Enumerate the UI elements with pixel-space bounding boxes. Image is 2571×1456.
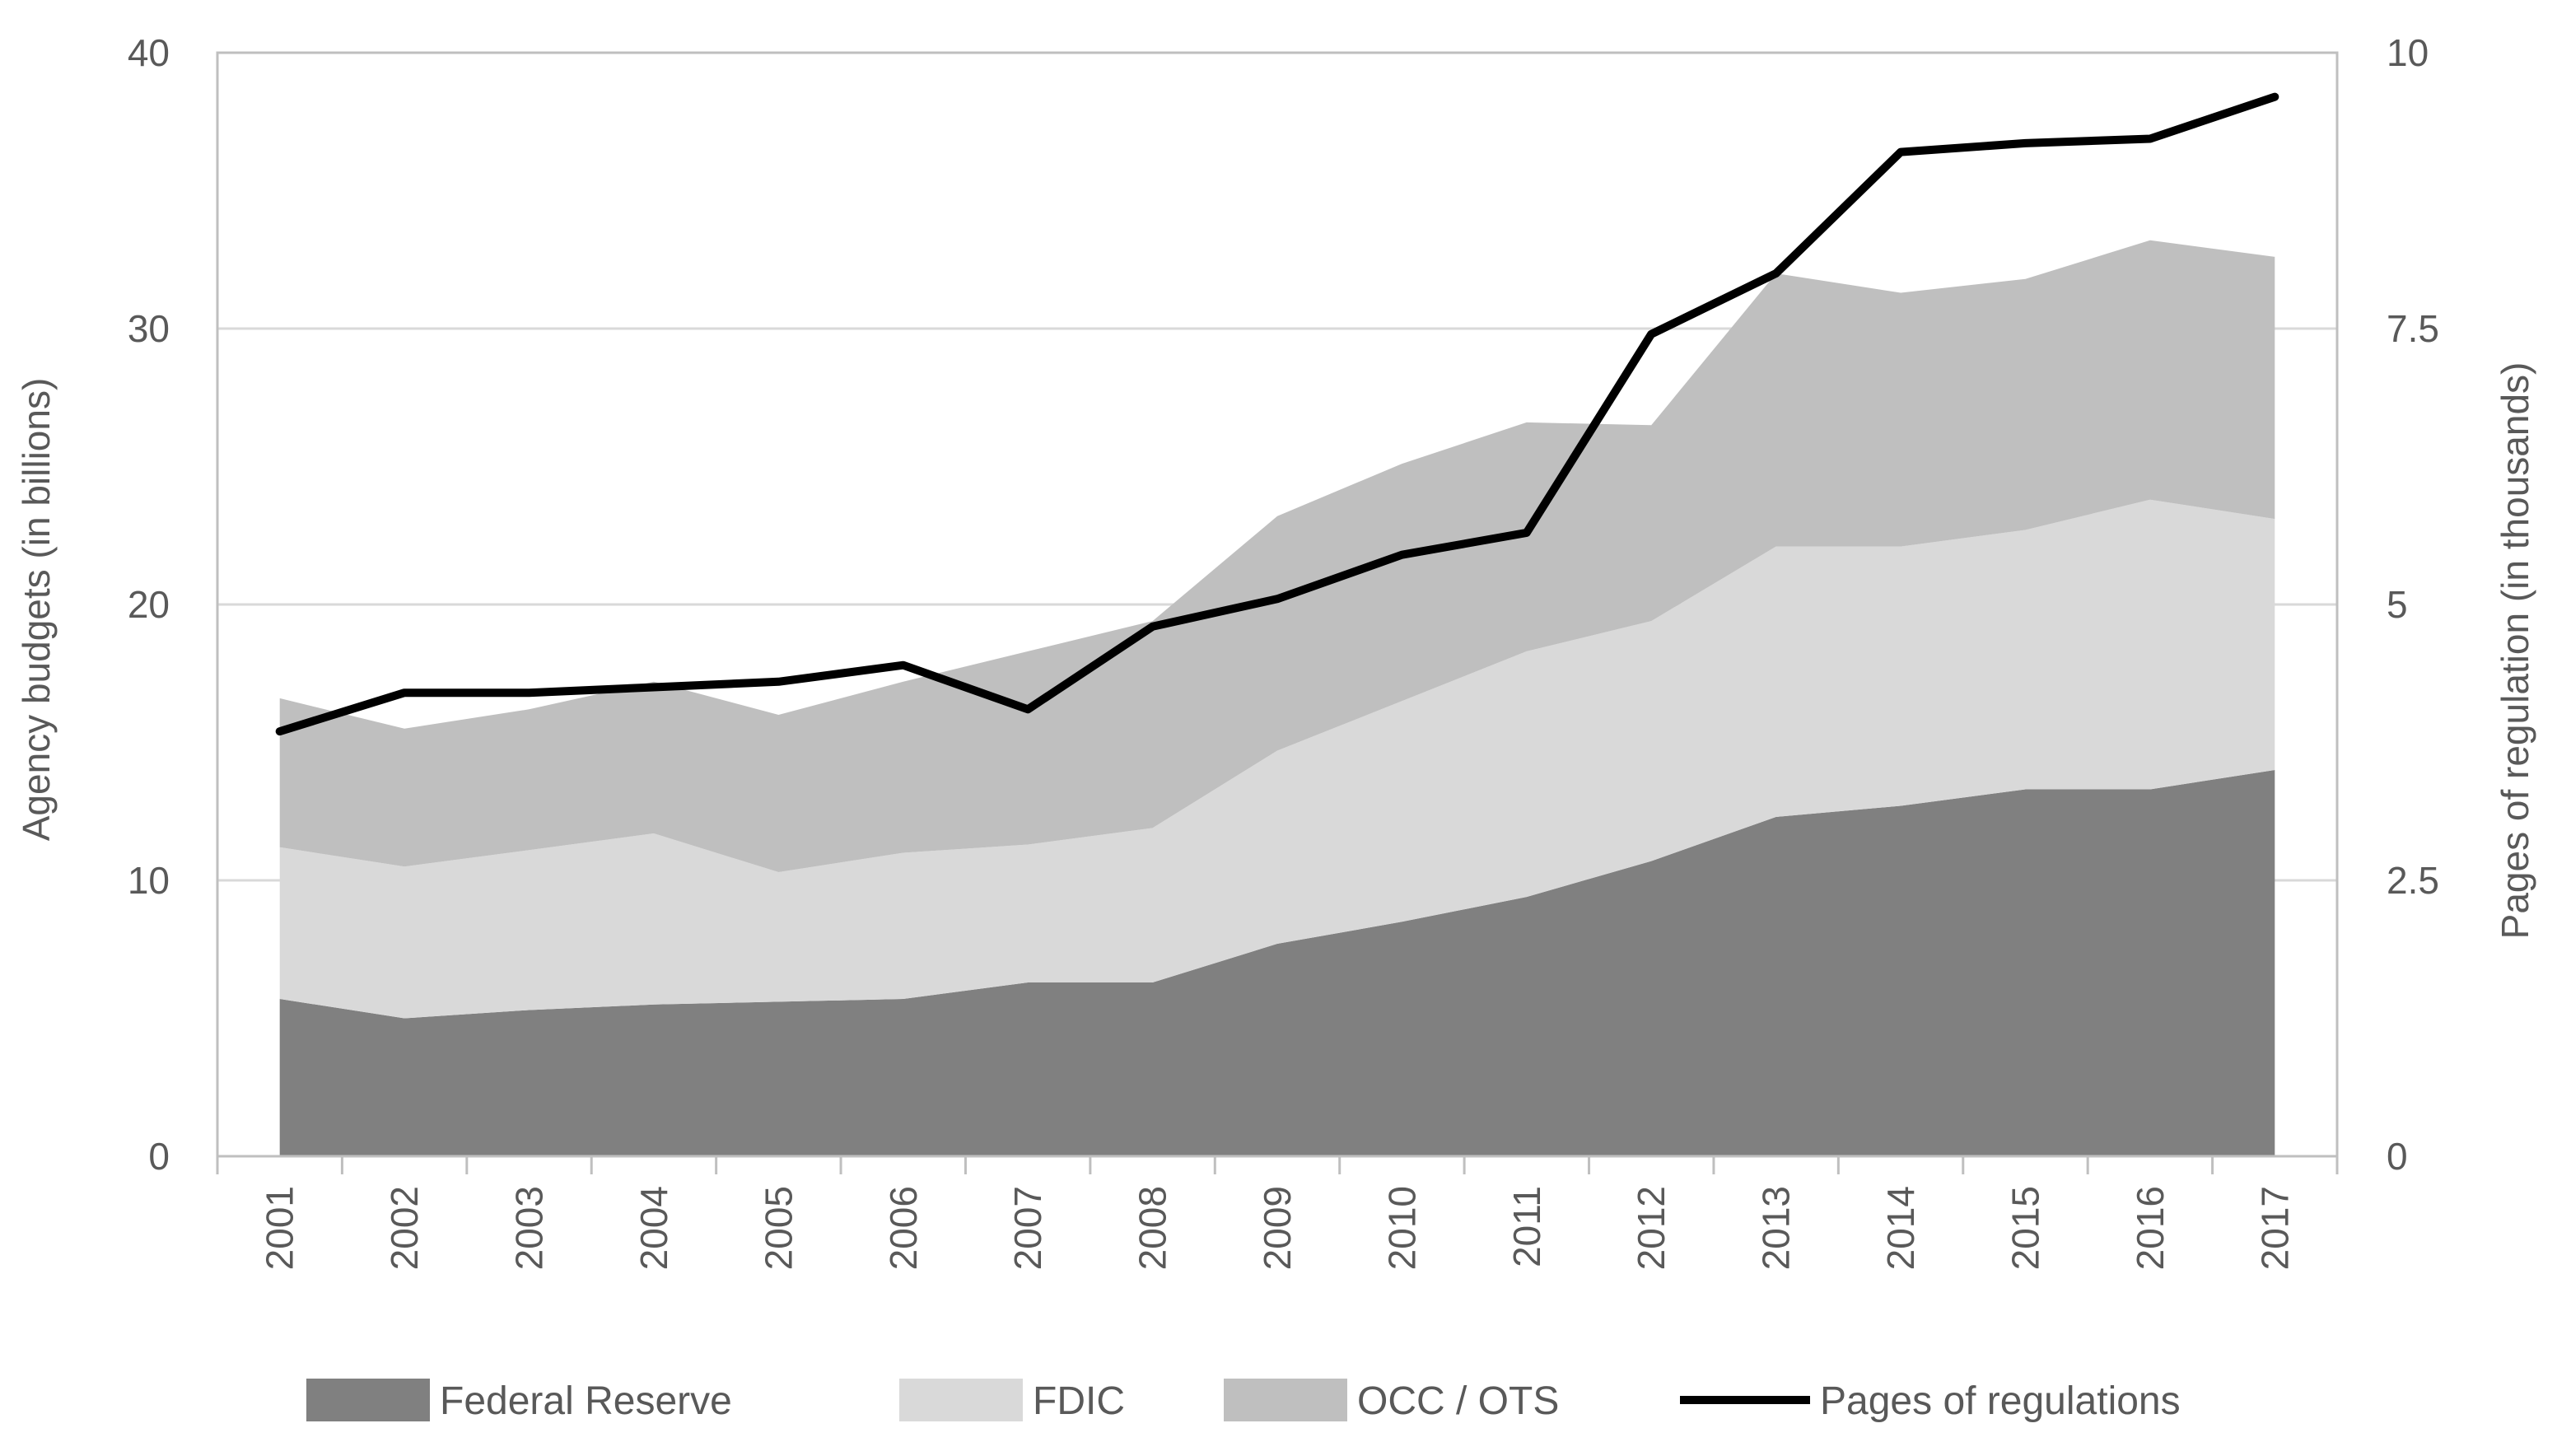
x-tick-label: 2016: [2129, 1186, 2172, 1270]
area-series: [279, 240, 2275, 1156]
y-tick-label: 10: [128, 859, 170, 902]
x-tick-label: 2013: [1755, 1186, 1798, 1270]
x-tick-label: 2007: [1006, 1186, 1049, 1270]
legend-label-occ-ots: OCC / OTS: [1357, 1379, 1559, 1423]
y2-axis-label: Pages of regulation (in thousands): [2494, 362, 2536, 940]
x-axis-ticks: 2001 2002 2003 2004 2005 2006 2007 2008 2009 2010…: [259, 1186, 2297, 1270]
legend-swatch-federal-reserve: [306, 1379, 430, 1421]
x-tick-label: 2011: [1505, 1186, 1548, 1267]
x-tick-label: 2015: [2004, 1186, 2046, 1270]
area-federal-reserve: [279, 770, 2275, 1156]
legend-label-pages-of-regulations: Pages of regulations: [1820, 1379, 2181, 1423]
x-tick-label: 2017: [2253, 1186, 2296, 1270]
x-tick-label: 2009: [1256, 1186, 1299, 1270]
plot-frame: [216, 51, 2339, 1174]
area-occ-ots: [279, 240, 2275, 872]
left-axis-ticks: 0 10 20 30 40: [128, 31, 170, 1178]
y-axis-label: Agency budgets (in billions): [15, 378, 58, 842]
x-tick-label: 2005: [757, 1186, 800, 1270]
y2-tick-label: 10: [2387, 31, 2429, 74]
right-axis-ticks: 0 2.5 5 7.5 10: [2387, 31, 2439, 1178]
x-tick-label: 2008: [1132, 1186, 1174, 1270]
y2-tick-label: 2.5: [2387, 859, 2439, 902]
area-fdic: [279, 499, 2275, 1019]
legend-label-federal-reserve: Federal Reserve: [440, 1379, 732, 1423]
y2-tick-label: 5: [2387, 583, 2408, 626]
y2-tick-label: 0: [2387, 1135, 2408, 1178]
x-tick-label: 2014: [1879, 1186, 1922, 1270]
legend-swatch-occ-ots: [1224, 1379, 1347, 1421]
y-tick-label: 20: [128, 583, 170, 626]
y-tick-label: 0: [148, 1135, 170, 1178]
x-tick-label: 2004: [632, 1186, 675, 1270]
x-tick-label: 2012: [1630, 1186, 1673, 1270]
x-tick-label: 2001: [259, 1186, 301, 1270]
y-tick-label: 30: [128, 307, 170, 350]
x-tick-label: 2002: [383, 1186, 426, 1270]
legend-label-fdic: FDIC: [1033, 1379, 1125, 1423]
x-tick-label: 2010: [1380, 1186, 1423, 1270]
y2-tick-label: 7.5: [2387, 307, 2439, 350]
x-tick-label: 2003: [508, 1186, 551, 1270]
line-series: [275, 92, 2279, 736]
y-tick-label: 40: [128, 31, 170, 74]
line-pages-of-regulations: [275, 92, 2279, 736]
x-tick-label: 2006: [882, 1186, 925, 1270]
legend: Federal Reserve FDIC OCC / OTS Pages of reg…: [306, 1379, 2181, 1423]
legend-swatch-fdic: [899, 1379, 1023, 1421]
